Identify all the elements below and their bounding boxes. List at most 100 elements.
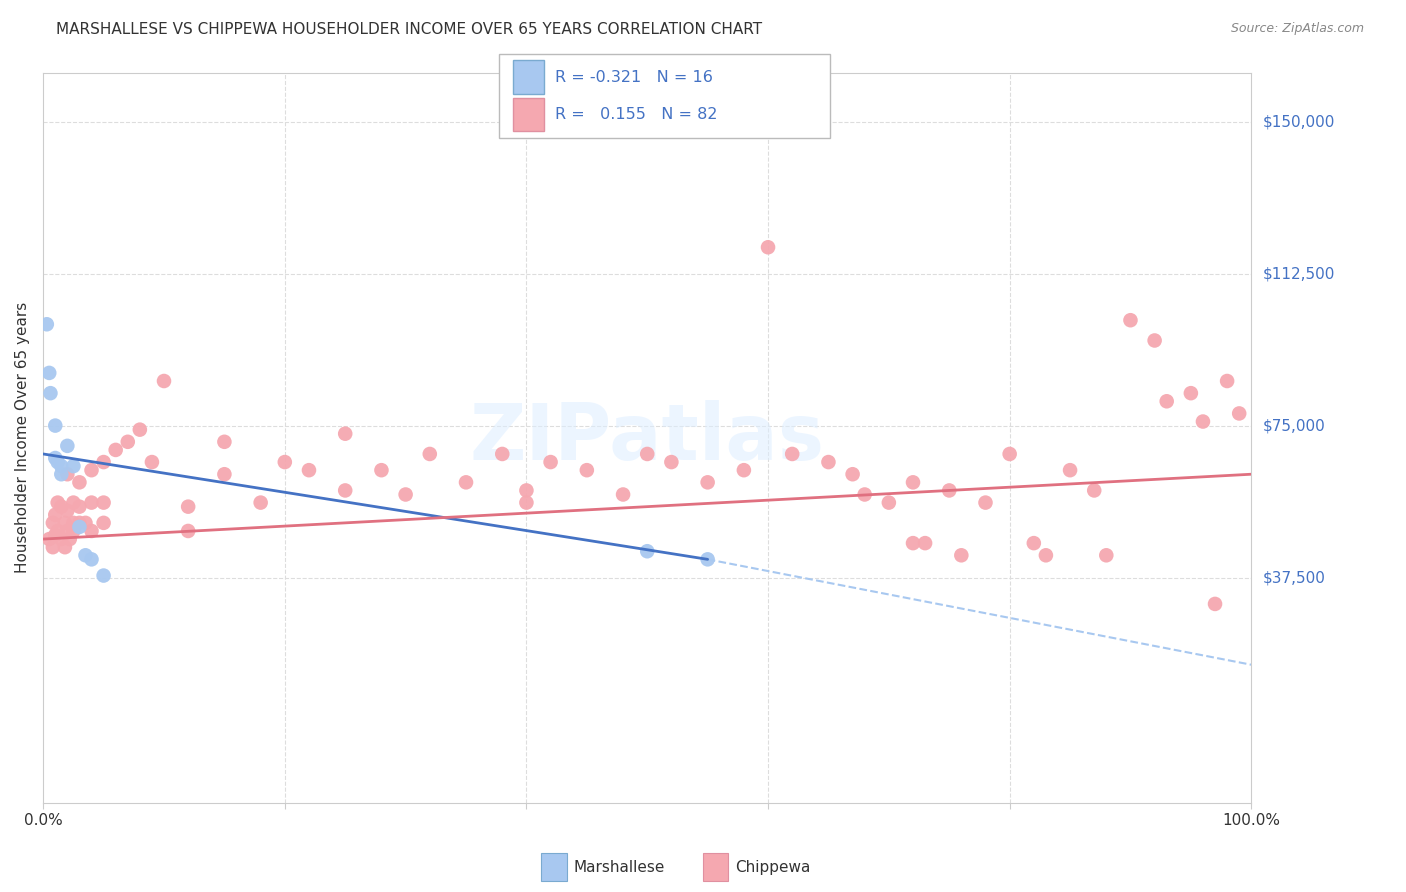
Point [1216, 374, 1239, 388]
Point [80, 463, 103, 477]
Point [80, 495, 103, 509]
Text: MARSHALLESE VS CHIPPEWA HOUSEHOLDER INCOME OVER 65 YEARS CORRELATION CHART: MARSHALLESE VS CHIPPEWA HOUSEHOLDER INCO… [56, 22, 762, 37]
Point [67, 520, 90, 534]
Point [46, 455, 69, 469]
Point [62, 524, 84, 538]
Point [636, 544, 658, 558]
Point [44, 450, 66, 465]
Point [612, 487, 634, 501]
Point [56, 524, 79, 538]
Point [841, 467, 863, 482]
Point [575, 463, 598, 477]
Point [62, 516, 84, 530]
Point [44, 508, 66, 522]
Point [141, 455, 163, 469]
Point [93, 455, 115, 469]
Point [62, 459, 84, 474]
Point [80, 524, 103, 538]
Point [335, 483, 357, 498]
Point [75, 516, 97, 530]
Point [370, 463, 392, 477]
Point [454, 475, 477, 490]
Point [117, 434, 139, 449]
Point [901, 475, 924, 490]
Point [901, 536, 924, 550]
Point [80, 552, 103, 566]
Point [46, 495, 69, 509]
Point [853, 487, 876, 501]
Point [93, 495, 115, 509]
Point [249, 495, 271, 509]
Point [177, 524, 200, 538]
Point [104, 442, 127, 457]
Point [1227, 406, 1250, 420]
Point [67, 475, 90, 490]
Point [42, 516, 65, 530]
Point [696, 475, 718, 490]
Point [998, 447, 1021, 461]
Point [274, 455, 297, 469]
Point [93, 568, 115, 582]
Point [38, 532, 60, 546]
Point [93, 516, 115, 530]
Point [42, 540, 65, 554]
Point [394, 487, 416, 501]
Point [817, 455, 839, 469]
Y-axis label: Householder Income Over 65 years: Householder Income Over 65 years [15, 302, 30, 574]
Point [1192, 415, 1215, 429]
Point [53, 540, 76, 554]
Point [1035, 549, 1057, 563]
Point [51, 500, 73, 514]
Point [877, 495, 900, 509]
Point [1022, 536, 1045, 550]
Text: Chippewa: Chippewa [735, 860, 811, 874]
Point [56, 439, 79, 453]
Point [53, 516, 76, 530]
Point [56, 467, 79, 482]
Text: $112,500: $112,500 [1263, 266, 1334, 281]
Text: Source: ZipAtlas.com: Source: ZipAtlas.com [1230, 22, 1364, 36]
Point [974, 495, 997, 509]
Point [696, 552, 718, 566]
Text: $37,500: $37,500 [1263, 570, 1326, 585]
Point [128, 423, 150, 437]
Point [44, 418, 66, 433]
Point [335, 426, 357, 441]
Point [491, 447, 513, 461]
Point [1180, 386, 1202, 401]
Point [515, 483, 537, 498]
Point [1083, 483, 1105, 498]
Point [1143, 334, 1166, 348]
Text: $75,000: $75,000 [1263, 418, 1324, 434]
Point [1204, 597, 1226, 611]
Point [177, 500, 200, 514]
Point [39, 386, 62, 401]
Point [298, 463, 321, 477]
Point [914, 536, 936, 550]
Point [35, 318, 58, 332]
Point [515, 495, 537, 509]
Text: ZIPatlas: ZIPatlas [470, 400, 825, 475]
Text: Marshallese: Marshallese [574, 860, 665, 874]
Point [1156, 394, 1178, 409]
Point [419, 447, 441, 461]
Point [51, 459, 73, 474]
Point [51, 532, 73, 546]
Point [38, 366, 60, 380]
Point [1059, 463, 1081, 477]
Point [67, 516, 90, 530]
Point [1095, 549, 1118, 563]
Text: R = -0.321   N = 16: R = -0.321 N = 16 [555, 70, 713, 85]
Point [62, 495, 84, 509]
Point [56, 504, 79, 518]
Text: R =   0.155   N = 82: R = 0.155 N = 82 [555, 107, 718, 122]
Point [59, 532, 82, 546]
Point [44, 528, 66, 542]
Point [214, 434, 236, 449]
Point [46, 524, 69, 538]
Point [636, 447, 658, 461]
Point [153, 374, 176, 388]
Point [950, 549, 973, 563]
Point [67, 500, 90, 514]
Point [780, 447, 803, 461]
